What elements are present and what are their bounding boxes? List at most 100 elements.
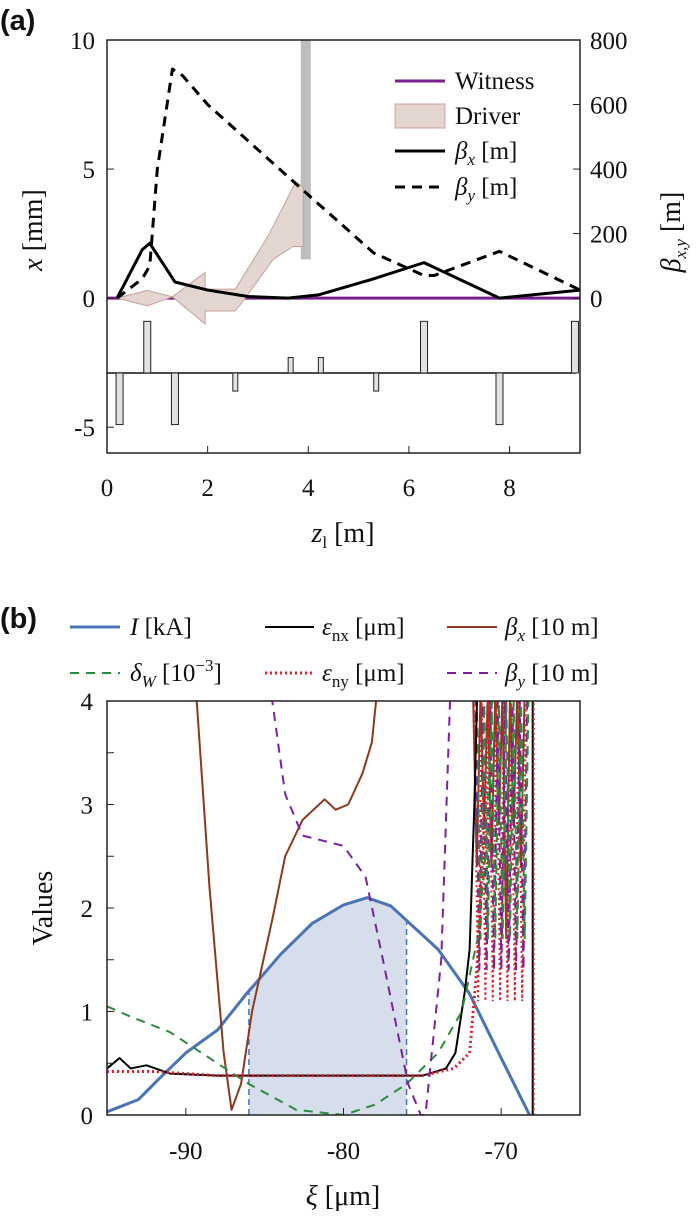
panel-b-ticks: -90 -80 -70 0 1 2 3 4	[81, 689, 518, 1165]
defocusing-quadrupole	[115, 372, 124, 426]
ylabel-var: x	[18, 258, 49, 272]
panel-a-label: (a)	[0, 5, 35, 37]
defocusing-quadrupole	[232, 372, 239, 392]
panel-b-plot-area	[107, 701, 535, 1115]
series--w	[107, 701, 494, 1115]
legend-emity-label: εny [μm]	[322, 660, 405, 691]
unit: [10 m]	[525, 660, 599, 687]
y-tick-label-right: 0	[590, 286, 603, 313]
unit: [10 m]	[525, 614, 599, 641]
sub: W	[142, 672, 158, 691]
sub: ny	[332, 672, 350, 691]
xlabel-var: ξ	[306, 1181, 318, 1212]
x-tick-label: 4	[302, 475, 315, 502]
legend-driver-label: Driver	[455, 103, 521, 130]
series--ny-m	[107, 701, 490, 1078]
sup: −3	[195, 656, 213, 675]
legend-witness-label: Witness	[455, 68, 535, 95]
y-tick-label-right: 800	[590, 28, 628, 55]
series--x-m	[195, 701, 378, 1111]
panel-b-label: (b)	[0, 603, 37, 635]
y-tick-label-right: 400	[590, 157, 628, 184]
panel-a-axes-box	[106, 39, 581, 454]
ylabel-unit: [m]	[656, 192, 687, 239]
x-tick-label: 2	[201, 475, 214, 502]
y-tick-label: 1	[81, 1000, 94, 1027]
var: ε	[322, 614, 332, 641]
panel-a-legend: Witness Driver βx [m] βy [m]	[394, 68, 535, 205]
legend-betay-label: βy [10 m]	[504, 660, 599, 691]
y-tick-label-left: -5	[74, 415, 95, 442]
y-tick-label-left: 0	[83, 286, 96, 313]
focusing-quadrupole	[287, 356, 294, 374]
x-tick-label: -80	[327, 1138, 360, 1165]
x-tick-label: 6	[403, 475, 416, 502]
unit: [kA]	[138, 614, 191, 641]
x-tick-label: 8	[503, 475, 516, 502]
var: β	[504, 614, 518, 641]
unit: [μm]	[349, 614, 405, 641]
y-tick-label: 4	[81, 689, 94, 716]
ylabel-var: β	[656, 258, 687, 273]
shaded-region	[248, 897, 407, 1115]
marker-bar	[300, 40, 311, 260]
focusing-quadrupole	[317, 356, 324, 374]
legend-betay-label: βy [m]	[454, 174, 517, 205]
series--y-m	[271, 701, 452, 1115]
panel-a-ylabel-left: x [mm]	[18, 189, 49, 272]
series--y-m	[116, 67, 580, 300]
var: β	[504, 660, 518, 687]
unit: [μm]	[349, 660, 405, 687]
head-oscillation	[475, 701, 530, 940]
y-tick-label: 0	[81, 1103, 94, 1130]
legend-current-label: I [kA]	[129, 614, 192, 641]
sub: y	[465, 186, 475, 205]
sub: y	[515, 672, 525, 691]
legend-driver-swatch	[394, 103, 446, 129]
sub: x	[516, 626, 525, 645]
x-tick-label: -70	[485, 1138, 518, 1165]
y-tick-label-left: 10	[70, 28, 95, 55]
y-tick-label: 3	[81, 793, 94, 820]
legend-betax-label: βx [10 m]	[504, 614, 599, 645]
sub: x	[466, 150, 475, 169]
focusing-quadrupole	[143, 320, 152, 374]
xlabel-sub: l	[322, 533, 327, 552]
y-tick-label: 2	[81, 896, 94, 923]
panel-a-xlabel: zl [m]	[310, 518, 374, 552]
var: β	[454, 174, 468, 201]
sub: nx	[332, 626, 350, 645]
defocusing-quadrupole	[170, 372, 179, 426]
panel-b: (b) -90 -80 -70 0 1 2 3 4 Values ξ [μm] I [kA] …	[0, 603, 599, 1212]
driver-band	[116, 181, 304, 326]
xlabel-var: z	[310, 518, 322, 549]
ylabel-sub: x,y	[671, 239, 690, 260]
xlabel-unit: [μm]	[318, 1181, 380, 1212]
focusing-quadrupole	[570, 320, 579, 374]
panel-b-legend: I [kA] εnx [μm] βx [10 m] δW [10−3] εny …	[70, 614, 599, 691]
head-oscillation	[473, 701, 527, 1002]
defocusing-quadrupole	[373, 372, 380, 392]
var: β	[454, 138, 468, 165]
y-tick-label-right: 600	[590, 93, 628, 120]
legend-betax-label: βx [m]	[454, 138, 517, 169]
panel-a-plot-area	[107, 40, 580, 426]
series-i-ka	[107, 896, 531, 1115]
unit: [m]	[475, 138, 517, 165]
unit2: ]	[213, 660, 221, 687]
legend-deltaw-label: δW [10−3]	[130, 656, 222, 691]
y-tick-label-right: 200	[590, 222, 628, 249]
unit: [10	[156, 660, 196, 687]
focusing-quadrupole	[420, 320, 429, 374]
unit: [m]	[475, 174, 517, 201]
legend-emitx-label: εnx [μm]	[322, 614, 405, 645]
xlabel-unit: [m]	[327, 518, 374, 549]
panel-b-ylabel: Values	[28, 871, 59, 946]
ylabel-unit: [mm]	[18, 189, 49, 258]
panel-a-ticks: 0 2 4 6 8 -5 0 5 10 0 200 400 600 800	[70, 28, 628, 502]
panel-b-xlabel: ξ [μm]	[306, 1181, 380, 1212]
var: δ	[130, 660, 142, 687]
x-tick-label: -90	[169, 1138, 202, 1165]
